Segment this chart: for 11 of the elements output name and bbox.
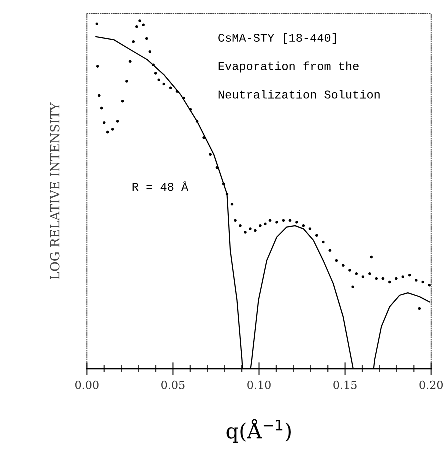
y-axis-title: LOG RELATIVE INTENSITY: [50, 102, 60, 280]
x-tick-label: 0.15: [334, 380, 357, 390]
x-tick-label: 0.20: [420, 380, 443, 390]
annotation: Evaporation from the: [218, 62, 359, 73]
annotation: R = 48 Å: [132, 182, 189, 192]
annotation: Neutralization Solution: [218, 90, 380, 99]
x-tick-label: 0.00: [76, 380, 99, 390]
x-axis-title: q(Å$^{−1}$): [226, 419, 291, 443]
annotation: CsMA-STY [18-440]: [218, 33, 336, 44]
x-tick-label: 0.05: [162, 380, 185, 390]
x-tick-label: 0.10: [248, 380, 271, 390]
